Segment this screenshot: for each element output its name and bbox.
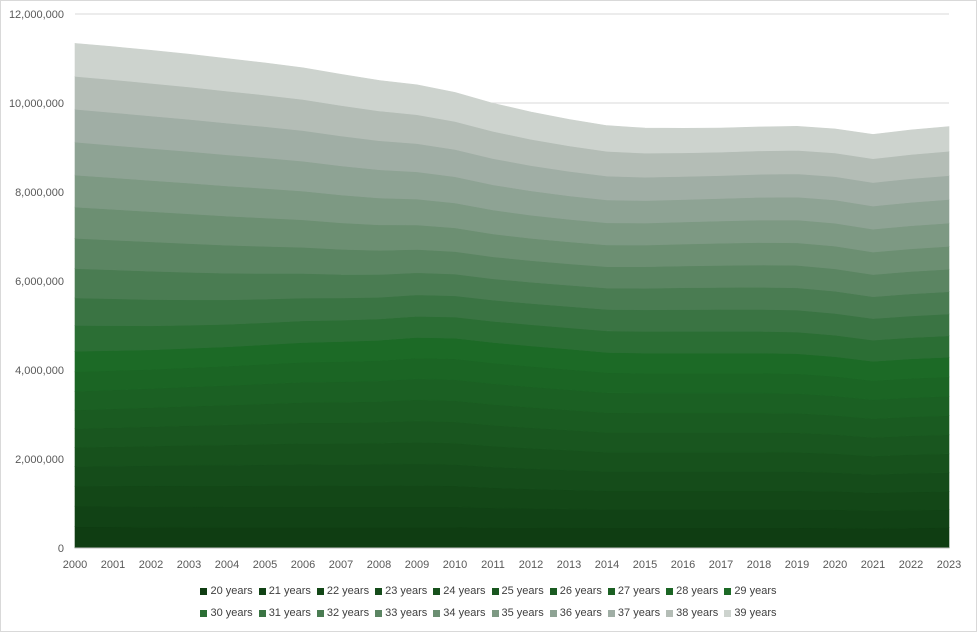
x-tick-label: 2014 xyxy=(595,559,619,571)
x-tick-label: 2010 xyxy=(443,559,467,571)
x-tick-label: 2016 xyxy=(671,559,695,571)
x-tick-label: 2003 xyxy=(177,559,201,571)
y-tick-label: 12,000,000 xyxy=(9,9,64,21)
x-tick-label: 2017 xyxy=(709,559,733,571)
x-tick-label: 2020 xyxy=(823,559,847,571)
x-tick-label: 2000 xyxy=(63,559,87,571)
x-tick-label: 2015 xyxy=(633,559,657,571)
y-tick-label: 8,000,000 xyxy=(15,187,64,199)
y-tick-label: 0 xyxy=(58,543,64,555)
x-tick-label: 2004 xyxy=(215,559,239,571)
area-series-20-years xyxy=(74,526,950,549)
x-tick-label: 2022 xyxy=(899,559,923,571)
axes: 0 2,000,000 4,000,000 6,000,000 8,000,000 10,… xyxy=(9,9,961,571)
x-tick-label: 2008 xyxy=(367,559,391,571)
y-tick-label: 2,000,000 xyxy=(15,454,64,466)
y-tick-label: 4,000,000 xyxy=(15,365,64,377)
x-tick-label: 2012 xyxy=(519,559,543,571)
x-tick-label: 2002 xyxy=(139,559,163,571)
x-tick-label: 2023 xyxy=(937,559,961,571)
x-tick-label: 2019 xyxy=(785,559,809,571)
area-series-39-years xyxy=(74,43,950,159)
x-tick-label: 2006 xyxy=(291,559,315,571)
y-tick-label: 6,000,000 xyxy=(15,276,64,288)
x-tick-label: 2021 xyxy=(861,559,885,571)
x-tick-label: 2001 xyxy=(101,559,125,571)
x-tick-label: 2005 xyxy=(253,559,277,571)
y-tick-label: 10,000,000 xyxy=(9,98,64,110)
x-tick-label: 2011 xyxy=(481,559,505,571)
x-tick-label: 2009 xyxy=(405,559,429,571)
x-tick-label: 2018 xyxy=(747,559,771,571)
x-tick-label: 2013 xyxy=(557,559,581,571)
x-tick-label: 2007 xyxy=(329,559,353,571)
area-series xyxy=(74,43,950,549)
